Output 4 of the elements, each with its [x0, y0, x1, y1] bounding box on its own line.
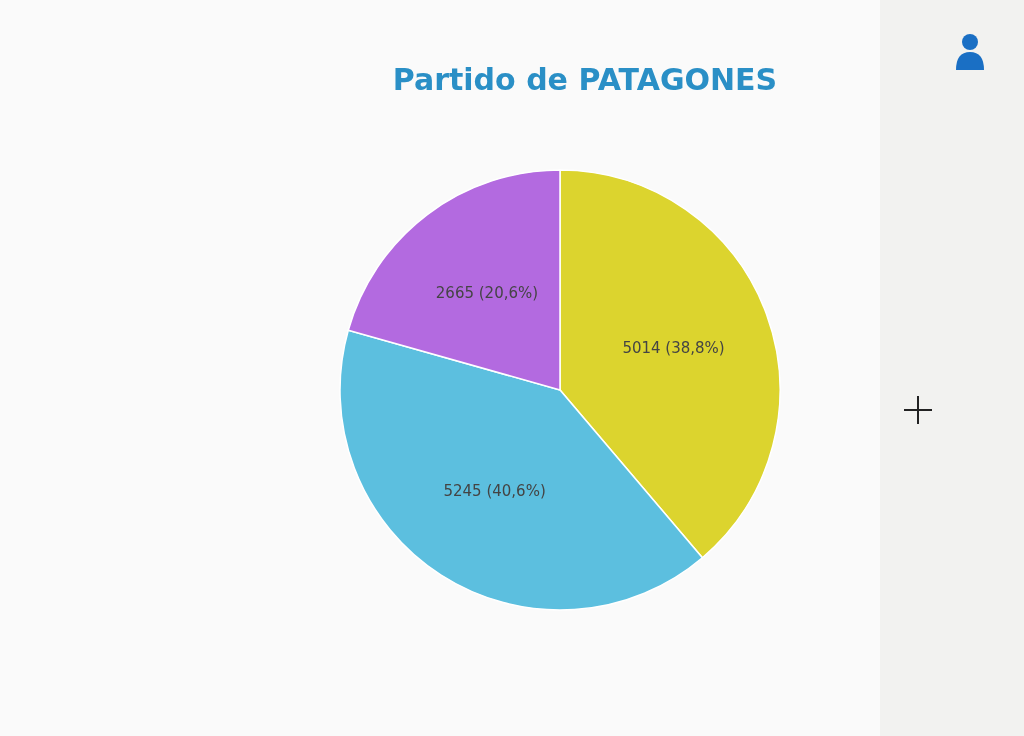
- data-label: 5245 (40,6%): [443, 482, 546, 501]
- data-label: 5014 (38,8%): [622, 338, 725, 357]
- chart-title: Partido de PATAGONES: [392, 62, 778, 97]
- data-label: 2665 (20,6%): [435, 284, 539, 303]
